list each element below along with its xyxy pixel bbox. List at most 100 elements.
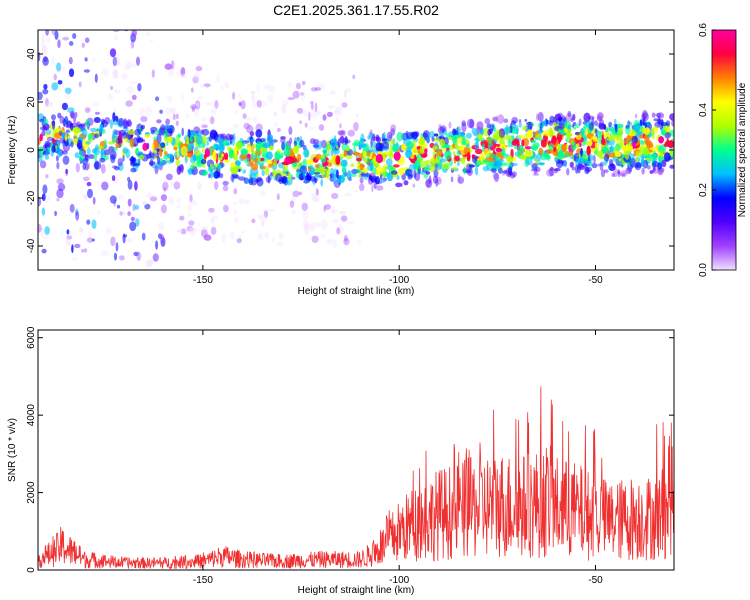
heatmap-cell	[176, 165, 182, 175]
heatmap-cell	[150, 39, 154, 42]
heatmap-cell	[657, 162, 662, 170]
heatmap-cell	[113, 107, 117, 112]
heatmap-cell	[467, 118, 474, 129]
heatmap-cell	[44, 226, 50, 235]
y-tick-label: 0	[26, 147, 37, 153]
heatmap-cell	[82, 163, 87, 171]
heatmap-cell	[178, 164, 184, 172]
heatmap-cell	[275, 173, 283, 182]
heatmap-cell	[457, 149, 461, 157]
heatmap-cell	[127, 211, 131, 216]
heatmap-cell	[398, 167, 405, 176]
heatmap-cell	[368, 132, 373, 140]
heatmap-cell	[483, 148, 490, 156]
heatmap-cell	[566, 168, 570, 176]
heatmap-cell	[160, 194, 167, 202]
heatmap-cell	[280, 136, 286, 140]
heatmap-cell	[293, 140, 297, 147]
heatmap-cell	[175, 120, 179, 127]
heatmap-cell	[336, 227, 341, 235]
heatmap-cell	[85, 37, 90, 43]
heatmap-cell	[111, 133, 116, 144]
heatmap-cell	[508, 166, 513, 176]
heatmap-cell	[135, 147, 139, 156]
heatmap-cell	[181, 93, 184, 104]
heatmap-cell	[43, 83, 48, 90]
heatmap-cell	[214, 100, 219, 109]
heatmap-cell	[238, 101, 242, 107]
heatmap-cell	[369, 129, 373, 138]
heatmap-cell	[311, 193, 316, 200]
heatmap-cell	[339, 136, 345, 144]
heatmap-cell	[353, 121, 359, 132]
heatmap-cell	[268, 163, 273, 168]
heatmap-cell	[190, 142, 194, 151]
y-tick-label: -20	[26, 190, 37, 205]
heatmap-cell	[255, 123, 263, 132]
heatmap-cell	[416, 146, 421, 150]
heatmap-cell	[620, 170, 627, 178]
heatmap-cell	[42, 120, 46, 125]
heatmap-cell	[667, 140, 674, 148]
heatmap-cell	[564, 127, 568, 132]
heatmap-cell	[639, 119, 643, 127]
heatmap-cell	[157, 221, 165, 231]
heatmap-cell	[107, 93, 113, 102]
heatmap-cell	[645, 157, 651, 161]
heatmap-cell	[54, 210, 57, 217]
heatmap-cell	[358, 183, 365, 192]
heatmap-cell	[203, 83, 211, 88]
heatmap-cell	[266, 151, 273, 160]
heatmap-cell	[314, 222, 321, 228]
heatmap-cell	[145, 193, 153, 198]
heatmap-cell	[386, 158, 393, 167]
heatmap-cell	[122, 155, 125, 162]
heatmap-cell	[57, 112, 62, 119]
heatmap-cell	[535, 134, 542, 139]
heatmap-cell	[109, 195, 117, 204]
y-tick-label: 40	[26, 48, 37, 60]
heatmap-cell	[320, 219, 328, 230]
heatmap-cell	[390, 128, 396, 136]
heatmap-cell	[307, 172, 312, 182]
heatmap-cell	[491, 168, 497, 174]
heatmap-cell	[125, 100, 133, 107]
heatmap-cell	[608, 128, 616, 133]
heatmap-cell	[622, 154, 626, 159]
heatmap-cell	[238, 198, 244, 205]
heatmap-cell	[134, 181, 138, 191]
heatmap-cell	[320, 178, 324, 187]
heatmap-cell	[263, 84, 272, 91]
heatmap-cell	[335, 106, 343, 116]
heatmap-cell	[382, 138, 388, 142]
heatmap-cell	[309, 171, 314, 175]
heatmap-cell	[145, 106, 153, 117]
heatmap-cell	[371, 177, 375, 184]
heatmap-cell	[587, 124, 593, 134]
heatmap-cell	[583, 112, 591, 123]
heatmap-cell	[325, 173, 329, 177]
heatmap-cell	[584, 166, 590, 175]
heatmap-cell	[558, 116, 563, 122]
heatmap-cell	[511, 162, 518, 167]
heatmap-cell	[65, 169, 68, 174]
heatmap-cell	[332, 238, 337, 249]
heatmap-cell	[565, 112, 573, 122]
heatmap-cell	[56, 161, 60, 170]
heatmap-cell	[116, 194, 124, 200]
heatmap-cell	[134, 129, 141, 136]
heatmap-cell	[653, 118, 659, 122]
heatmap-cell	[387, 172, 393, 182]
heatmap-cell	[287, 97, 295, 101]
heatmap-cell	[588, 138, 593, 147]
heatmap-cell	[212, 151, 217, 161]
heatmap-cell	[611, 163, 614, 169]
heatmap-cell	[371, 184, 374, 193]
heatmap-cell	[550, 167, 554, 172]
heatmap-cell	[187, 205, 192, 211]
heatmap-cell	[261, 221, 265, 227]
heatmap-cell	[527, 129, 534, 139]
heatmap-cell	[118, 129, 127, 136]
heatmap-cell	[457, 176, 465, 184]
heatmap-cell	[104, 139, 107, 147]
